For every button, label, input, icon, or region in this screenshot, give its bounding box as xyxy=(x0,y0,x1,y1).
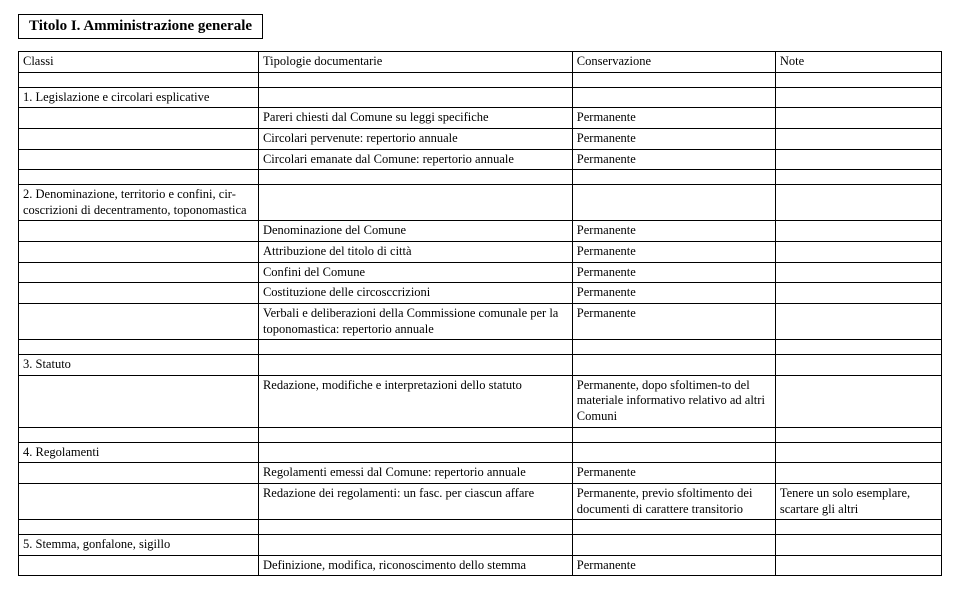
section-heading: 4. Regolamenti xyxy=(19,442,259,463)
table-row: Attribuzione del titolo di città Permane… xyxy=(19,242,942,263)
table-row: Verbali e deliberazioni della Commission… xyxy=(19,303,942,339)
section-heading: 1. Legislazione e circolari esplicative xyxy=(19,87,259,108)
cell-conservazione: Permanente xyxy=(572,128,775,149)
table-row: Redazione, modifiche e interpretazioni d… xyxy=(19,375,942,427)
table-row: Circolari emanate dal Comune: repertorio… xyxy=(19,149,942,170)
cell-note xyxy=(775,463,941,484)
table-row: Costituzione delle circosccrizioni Perma… xyxy=(19,283,942,304)
cell-conservazione: Permanente xyxy=(572,108,775,129)
cell-conservazione: Permanente xyxy=(572,555,775,576)
table-row: Confini del Comune Permanente xyxy=(19,262,942,283)
cell-conservazione: Permanente xyxy=(572,303,775,339)
table-row: Definizione, modifica, riconoscimento de… xyxy=(19,555,942,576)
cell-note xyxy=(775,128,941,149)
cell-note xyxy=(775,221,941,242)
col-header-note: Note xyxy=(775,52,941,73)
cell-tipologie: Denominazione del Comune xyxy=(258,221,572,242)
cell-note xyxy=(775,108,941,129)
col-header-conservazione: Conservazione xyxy=(572,52,775,73)
section-heading-row: 1. Legislazione e circolari esplicative xyxy=(19,87,942,108)
cell-conservazione: Permanente xyxy=(572,283,775,304)
col-header-tipologie: Tipologie documentarie xyxy=(258,52,572,73)
section-heading-row: 3. Statuto xyxy=(19,355,942,376)
table-row: Circolari pervenute: repertorio annuale … xyxy=(19,128,942,149)
cell-note xyxy=(775,262,941,283)
page-title: Titolo I. Amministrazione generale xyxy=(18,14,263,39)
cell-tipologie: Verbali e deliberazioni della Commission… xyxy=(258,303,572,339)
cell-tipologie: Redazione dei regolamenti: un fasc. per … xyxy=(258,483,572,519)
cell-note xyxy=(775,303,941,339)
cell-conservazione: Permanente, dopo sfoltimen-to del materi… xyxy=(572,375,775,427)
cell-note xyxy=(775,375,941,427)
section-heading-row: 2. Denominazione, territorio e confini, … xyxy=(19,185,942,221)
col-header-classi: Classi xyxy=(19,52,259,73)
cell-conservazione: Permanente xyxy=(572,149,775,170)
cell-tipologie: Circolari emanate dal Comune: repertorio… xyxy=(258,149,572,170)
cell-tipologie: Regolamenti emessi dal Comune: repertori… xyxy=(258,463,572,484)
cell-note xyxy=(775,283,941,304)
cell-tipologie: Redazione, modifiche e interpretazioni d… xyxy=(258,375,572,427)
cell-conservazione: Permanente, previo sfoltimento dei docum… xyxy=(572,483,775,519)
cell-conservazione: Permanente xyxy=(572,463,775,484)
table-row: Regolamenti emessi dal Comune: repertori… xyxy=(19,463,942,484)
cell-conservazione: Permanente xyxy=(572,242,775,263)
cell-tipologie: Costituzione delle circosccrizioni xyxy=(258,283,572,304)
cell-note xyxy=(775,555,941,576)
cell-tipologie: Pareri chiesti dal Comune su leggi speci… xyxy=(258,108,572,129)
table-row: Denominazione del Comune Permanente xyxy=(19,221,942,242)
section-heading-row: 4. Regolamenti xyxy=(19,442,942,463)
cell-note xyxy=(775,242,941,263)
cell-note: Tenere un solo esemplare, scartare gli a… xyxy=(775,483,941,519)
cell-tipologie: Confini del Comune xyxy=(258,262,572,283)
cell-conservazione: Permanente xyxy=(572,221,775,242)
cell-tipologie: Circolari pervenute: repertorio annuale xyxy=(258,128,572,149)
cell-tipologie: Attribuzione del titolo di città xyxy=(258,242,572,263)
section-heading: 5. Stemma, gonfalone, sigillo xyxy=(19,535,259,556)
cell-note xyxy=(775,149,941,170)
header-row: Classi Tipologie documentarie Conservazi… xyxy=(19,52,942,73)
section-heading: 3. Statuto xyxy=(19,355,259,376)
cell-tipologie: Definizione, modifica, riconoscimento de… xyxy=(258,555,572,576)
table-row: Pareri chiesti dal Comune su leggi speci… xyxy=(19,108,942,129)
cell-conservazione: Permanente xyxy=(572,262,775,283)
section-heading-row: 5. Stemma, gonfalone, sigillo xyxy=(19,535,942,556)
section-heading: 2. Denominazione, territorio e confini, … xyxy=(19,185,259,221)
table-row: Redazione dei regolamenti: un fasc. per … xyxy=(19,483,942,519)
main-table: Classi Tipologie documentarie Conservazi… xyxy=(18,51,942,576)
